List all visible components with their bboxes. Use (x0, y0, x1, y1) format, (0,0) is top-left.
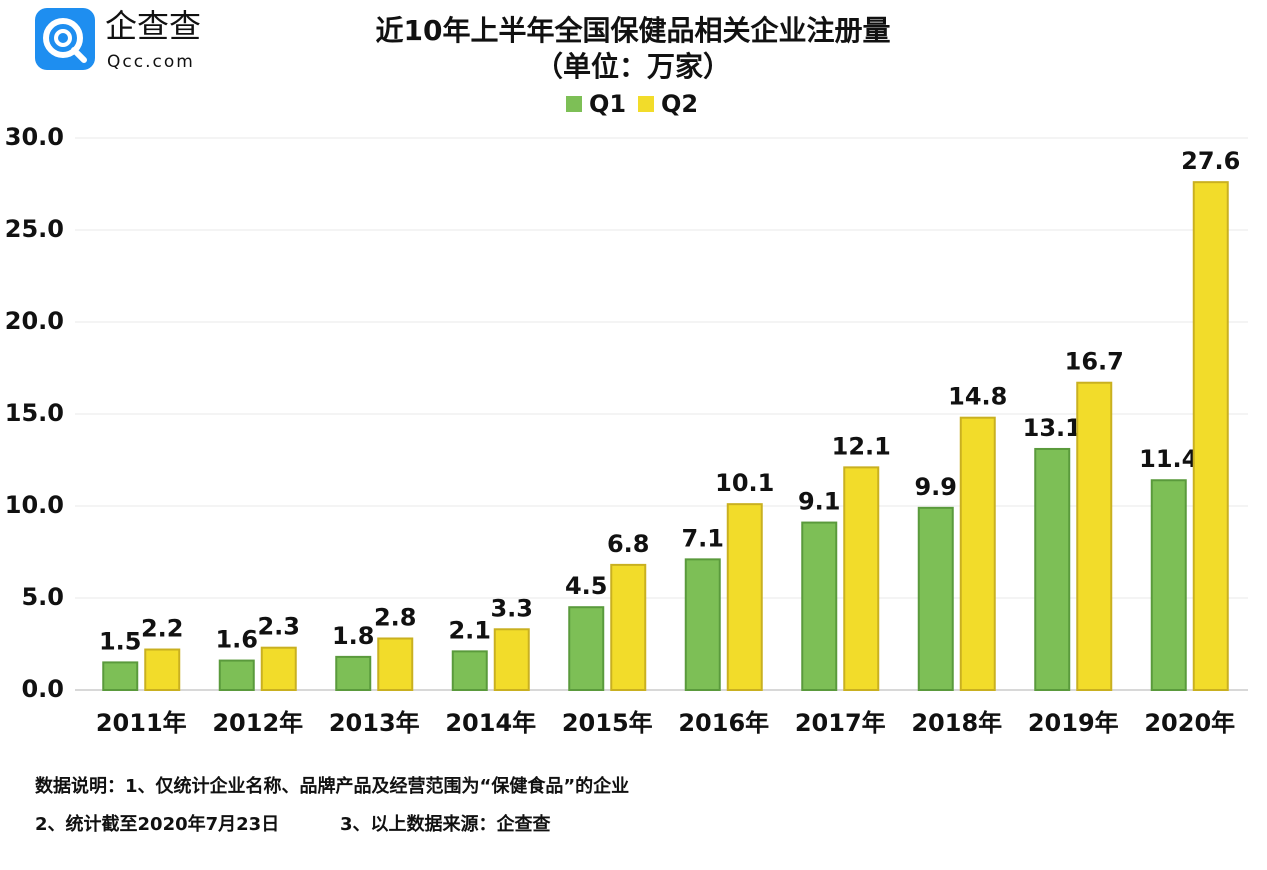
bar (610, 563, 647, 692)
value-label: 2.1 (448, 616, 491, 644)
logo-handle (71, 47, 87, 63)
legend-label: Q1 (589, 90, 626, 118)
bar (1150, 479, 1187, 691)
bar (451, 650, 488, 691)
value-label: 2.2 (141, 615, 184, 643)
x-tick-label: 2011年 (96, 709, 187, 737)
bar (684, 558, 721, 691)
bar (1076, 381, 1113, 691)
logo-ring (43, 18, 83, 58)
x-tick-label: 2015年 (562, 709, 653, 737)
bar (726, 503, 763, 691)
note: 3、以上数据来源：企查查 (340, 813, 551, 835)
x-tick-label: 2019年 (1028, 709, 1119, 737)
value-label: 9.9 (914, 473, 957, 501)
y-tick-label: 5.0 (21, 583, 64, 611)
x-tick-label: 2018年 (911, 709, 1002, 737)
bar (959, 416, 996, 691)
logo-inner (54, 29, 72, 47)
value-label: 2.8 (374, 603, 417, 631)
x-tick-label: 2012年 (212, 709, 303, 737)
y-tick-label: 30.0 (5, 123, 64, 151)
x-tick-label: 2016年 (678, 709, 769, 737)
chart-title: 近10年上半年全国保健品相关企业注册量 (376, 14, 891, 47)
value-label: 11.4 (1139, 445, 1198, 473)
note: 2、统计截至2020年7月23日 (35, 813, 279, 835)
value-label: 4.5 (565, 572, 608, 600)
chart-subtitle: （单位：万家） (535, 50, 731, 83)
bar (568, 606, 605, 692)
bar (377, 637, 414, 691)
value-label: 1.6 (215, 626, 258, 654)
x-tick-label: 2020年 (1144, 709, 1235, 737)
value-label: 6.8 (607, 530, 650, 558)
logo: 企查查 Qcc.com (35, 7, 201, 72)
x-tick-label: 2013年 (329, 709, 420, 737)
legend-swatch (566, 96, 582, 112)
x-tick-label: 2014年 (445, 709, 536, 737)
y-tick-label: 15.0 (5, 399, 64, 427)
value-label: 2.3 (257, 613, 300, 641)
value-label: 12.1 (832, 432, 891, 460)
bar (1034, 447, 1071, 691)
bar (493, 628, 530, 692)
value-label: 16.7 (1065, 348, 1124, 376)
note: 数据说明：1、仅统计企业名称、品牌产品及经营范围为“保健食品”的企业 (35, 775, 629, 797)
y-tick-label: 0.0 (21, 675, 64, 703)
bar (801, 521, 838, 691)
logo-name: 企查查 (105, 7, 201, 45)
value-label: 9.1 (798, 488, 841, 516)
legend-swatch (638, 96, 654, 112)
y-tick-label: 10.0 (5, 491, 64, 519)
legend-label: Q2 (661, 90, 698, 118)
value-label: 3.3 (490, 594, 533, 622)
value-label: 10.1 (715, 469, 774, 497)
bar (218, 659, 255, 691)
y-tick-label: 20.0 (5, 307, 64, 335)
bar (260, 646, 297, 691)
bar (1192, 181, 1229, 691)
value-label: 27.6 (1181, 147, 1240, 175)
y-tick-label: 25.0 (5, 215, 64, 243)
value-label: 13.1 (1023, 414, 1082, 442)
bar (102, 661, 139, 692)
x-tick-label: 2017年 (795, 709, 886, 737)
logo-site: Qcc.com (107, 52, 195, 72)
bar (843, 466, 880, 691)
value-label: 14.8 (948, 383, 1007, 411)
bar (917, 506, 954, 691)
value-label: 7.1 (681, 524, 724, 552)
bar (144, 648, 181, 692)
bar (335, 655, 372, 692)
value-label: 1.5 (99, 627, 142, 655)
value-label: 1.8 (332, 622, 375, 650)
